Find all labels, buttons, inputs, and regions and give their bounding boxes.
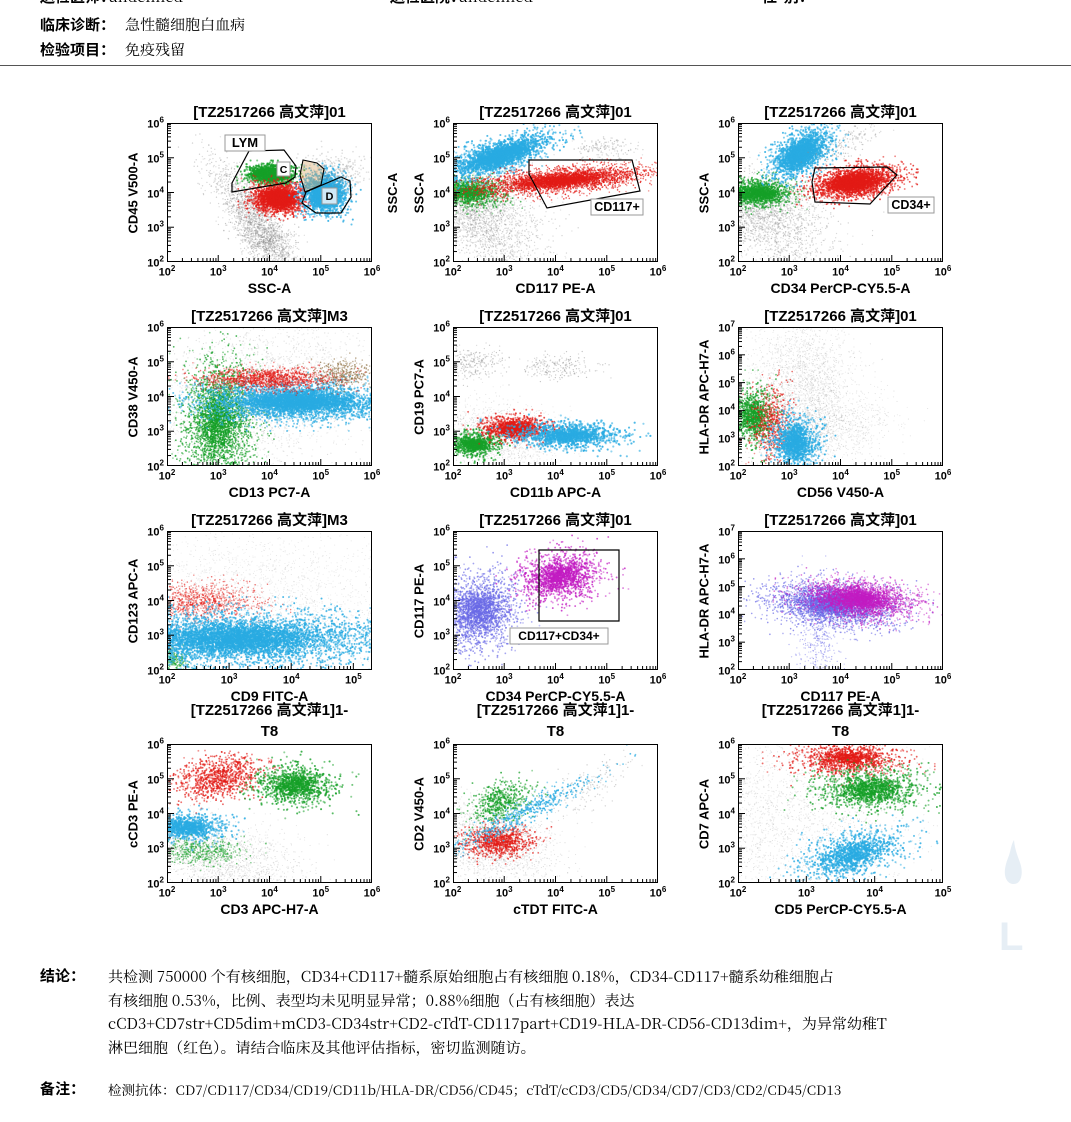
svg-text:L: L [999, 915, 1023, 959]
